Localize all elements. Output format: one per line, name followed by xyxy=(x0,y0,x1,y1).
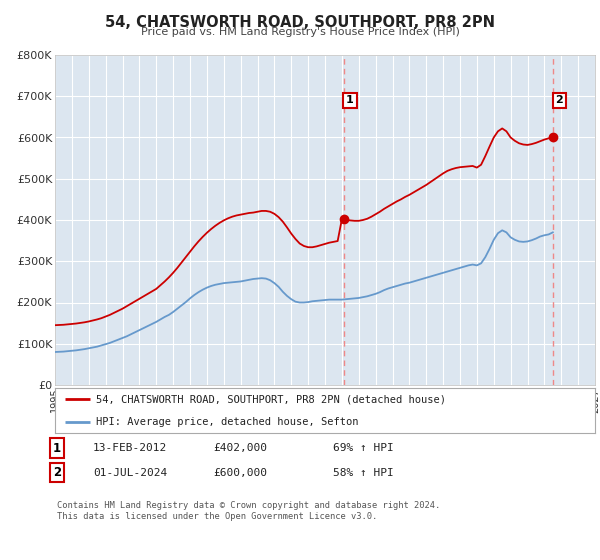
Text: 2: 2 xyxy=(556,95,563,105)
Text: 69% ↑ HPI: 69% ↑ HPI xyxy=(333,443,394,453)
Text: HPI: Average price, detached house, Sefton: HPI: Average price, detached house, Seft… xyxy=(95,417,358,427)
Text: 58% ↑ HPI: 58% ↑ HPI xyxy=(333,468,394,478)
Text: 1: 1 xyxy=(346,95,354,105)
Text: 54, CHATSWORTH ROAD, SOUTHPORT, PR8 2PN (detached house): 54, CHATSWORTH ROAD, SOUTHPORT, PR8 2PN … xyxy=(95,394,445,404)
Text: £600,000: £600,000 xyxy=(213,468,267,478)
Text: 1: 1 xyxy=(53,441,61,455)
Text: £402,000: £402,000 xyxy=(213,443,267,453)
Text: 01-JUL-2024: 01-JUL-2024 xyxy=(93,468,167,478)
Text: 2: 2 xyxy=(53,466,61,479)
Text: Contains HM Land Registry data © Crown copyright and database right 2024.
This d: Contains HM Land Registry data © Crown c… xyxy=(57,501,440,521)
Text: Price paid vs. HM Land Registry's House Price Index (HPI): Price paid vs. HM Land Registry's House … xyxy=(140,27,460,38)
Text: 54, CHATSWORTH ROAD, SOUTHPORT, PR8 2PN: 54, CHATSWORTH ROAD, SOUTHPORT, PR8 2PN xyxy=(105,15,495,30)
Text: 13-FEB-2012: 13-FEB-2012 xyxy=(93,443,167,453)
